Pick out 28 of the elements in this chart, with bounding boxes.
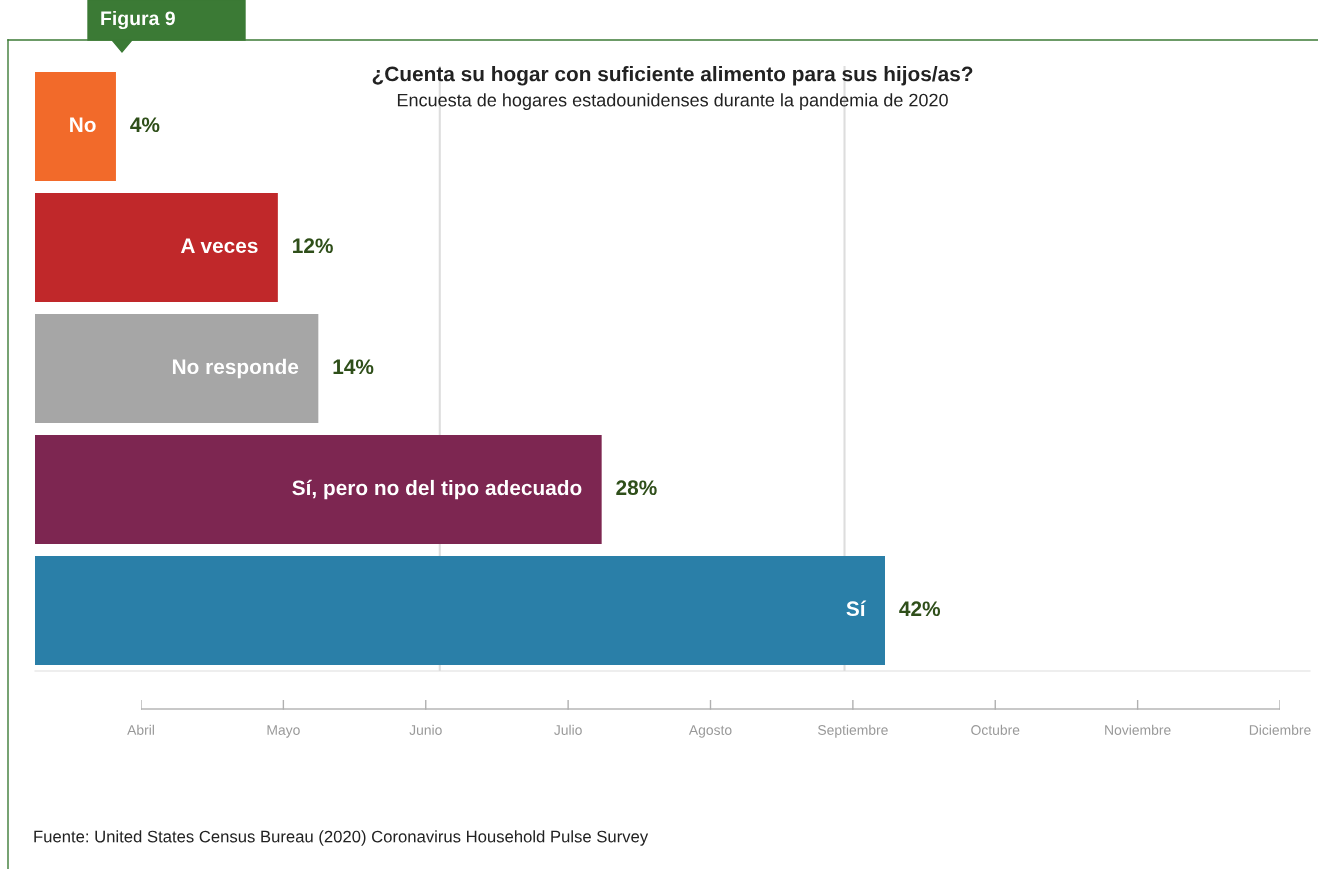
y-tick-label: Sí, pero no del tipo adecuado	[292, 479, 582, 500]
category-label: Noviembre	[1105, 724, 1171, 735]
bar	[35, 556, 885, 665]
data-label: 4%	[130, 117, 160, 133]
text: Encuesta de hogares estadounidenses durante la pandemia de 2020	[397, 93, 948, 111]
category-label: Junio	[409, 724, 442, 735]
text: Figura 9	[101, 10, 175, 30]
bar	[35, 193, 278, 302]
y-tick-label: A veces	[180, 238, 258, 254]
source-note: Fuente: United States Census Bureau (2020) Coronavirus Household Pulse Survey	[34, 830, 649, 846]
y-tick-label: Sí	[846, 600, 867, 617]
category-label: Agosto	[688, 725, 732, 738]
bar	[35, 72, 116, 181]
category-label: Abril	[127, 724, 154, 735]
data-label: 42%	[899, 601, 941, 617]
data-label: 28%	[616, 480, 657, 496]
category-label: Diciembre	[1249, 724, 1311, 735]
category-label: Mayo	[267, 725, 300, 738]
category-label: Octubre	[971, 724, 1020, 735]
y-tick-label: No responde	[172, 358, 299, 379]
bar	[35, 435, 602, 544]
category-label: Septiembre	[818, 724, 888, 738]
category-label: Julio	[554, 724, 582, 735]
y-tick-label: No	[70, 117, 96, 133]
data-label: 12%	[293, 238, 333, 254]
data-label: 14%	[333, 359, 374, 375]
bar	[35, 314, 319, 423]
chart-title: ¿Cuenta su hogar con suficiente alimento para sus hijos/as?	[372, 66, 973, 86]
